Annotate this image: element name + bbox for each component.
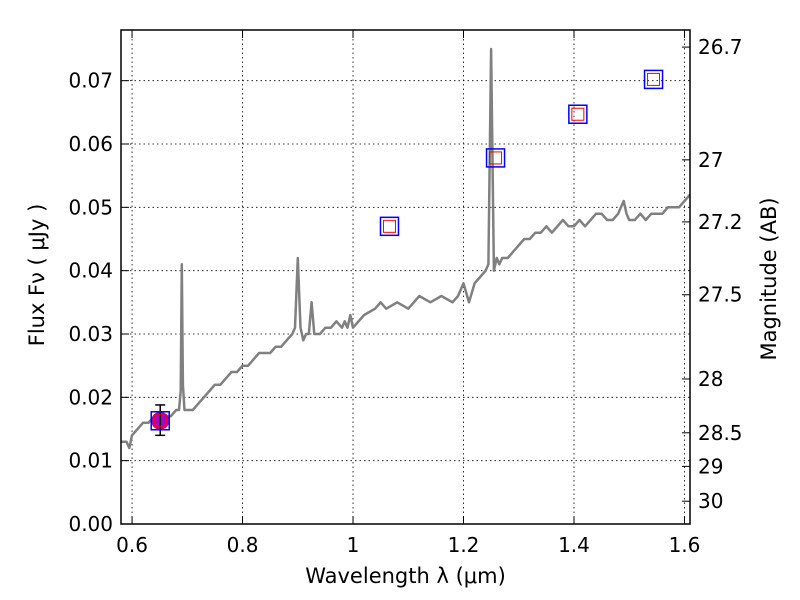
x-tick-label: 1.6 [669,533,701,557]
magnitude-tick-label: 29 [698,454,723,478]
tick-marks [121,30,690,525]
model-flux-square-outer [150,411,170,431]
x-tick-label: 1.2 [448,533,480,557]
model-flux-square-outer [643,69,664,90]
magnitude-tick-label: 26.7 [698,35,743,59]
magnitude-tick-label: 30 [698,489,723,513]
x-tick-label: 0.8 [227,533,259,557]
y-tick-label: 0.06 [68,132,113,156]
magnitude-tick-label: 27.5 [698,283,743,307]
x-axis-title: Wavelength λ (μm) [305,564,506,588]
model-flux-square-outer [485,148,506,168]
model-flux-square-outer [379,216,400,237]
y-axis-title-magnitude: Magnitude (AB) [757,197,781,360]
grid-lines [121,30,690,525]
y-tick-labels: 0.00 0.01 0.02 0.03 0.04 0.05 0.06 0.07 [68,69,113,536]
magnitude-tick-label: 28.5 [698,421,743,445]
y-tick-label: 0.04 [68,259,113,283]
model-flux-square-outer [568,104,588,124]
magnitude-tick-label: 27 [698,148,723,172]
y-tick-label: 0.05 [68,195,113,219]
y-tick-label: 0.00 [68,512,113,536]
x-tick-labels: 0.6 0.8 1 1.2 1.4 1.6 [116,533,700,557]
x-tick-label: 1 [347,533,360,557]
plot-frame [120,29,691,525]
y-axis-title-flux: Flux Fν ( μJy ) [25,204,49,347]
y-tick-label: 0.07 [68,69,113,93]
model-flux-square-inner [153,414,167,428]
y-tick-label: 0.02 [68,385,113,409]
magnitude-tick-labels: 26.7 27 27.2 27.5 28 28.5 29 30 [698,35,743,513]
y-tick-label: 0.01 [68,449,113,473]
magnitude-tick-label: 27.2 [698,210,743,234]
photometry-points [150,69,664,437]
model-flux-square-inner [489,151,503,165]
magnitude-tick-label: 28 [698,367,723,391]
model-flux-square-inner [571,107,585,121]
y-tick-label: 0.03 [68,322,113,346]
spectrum-line [121,47,690,450]
x-tick-label: 0.6 [116,533,148,557]
spectrum-layer [121,47,690,450]
x-tick-label: 1.4 [558,533,590,557]
model-flux-square-inner [647,72,661,86]
model-flux-square-inner [382,219,396,233]
